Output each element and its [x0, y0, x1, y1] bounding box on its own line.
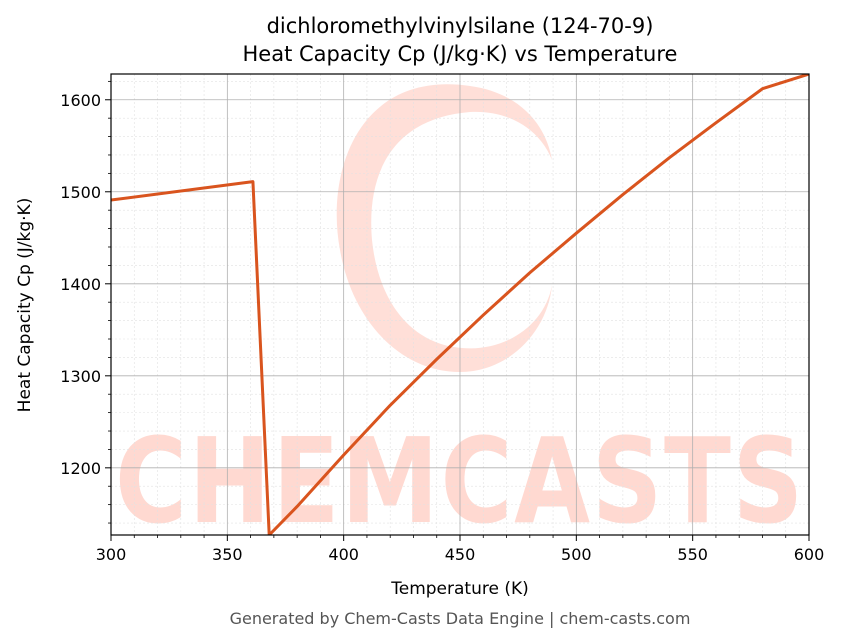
x-axis-label: Temperature (K) — [390, 579, 529, 599]
series-layer — [111, 74, 809, 535]
chart-title: dichloromethylvinylsilane (124-70-9) — [267, 14, 654, 38]
watermark-text: CHEMCASTS — [115, 412, 805, 550]
axis-ticks — [105, 80, 810, 541]
x-tick-label: 450 — [445, 545, 476, 564]
x-tick-label: 400 — [328, 545, 359, 564]
y-tick-label: 1600 — [60, 91, 101, 110]
watermark: CHEMCASTS — [115, 84, 805, 550]
y-axis-label: Heat Capacity Cp (J/kg·K) — [15, 198, 35, 413]
series-line — [111, 74, 809, 535]
grid-major — [110, 74, 810, 535]
x-tick-label: 600 — [794, 545, 825, 564]
y-tick-label: 1200 — [60, 459, 101, 478]
y-tick-label: 1400 — [60, 275, 101, 294]
x-tick-label: 550 — [677, 545, 708, 564]
chart-subtitle: Heat Capacity Cp (J/kg·K) vs Temperature — [243, 42, 678, 66]
x-tick-label: 350 — [212, 545, 243, 564]
x-tick-label: 300 — [96, 545, 127, 564]
footer-credit: Generated by Chem-Casts Data Engine | ch… — [230, 609, 691, 628]
y-tick-labels: 1200 1300 1400 1500 1600 — [60, 91, 101, 478]
y-tick-label: 1500 — [60, 183, 101, 202]
x-tick-label: 500 — [561, 545, 592, 564]
x-tick-labels: 300 350 400 450 500 550 600 — [96, 545, 825, 564]
y-tick-label: 1300 — [60, 367, 101, 386]
